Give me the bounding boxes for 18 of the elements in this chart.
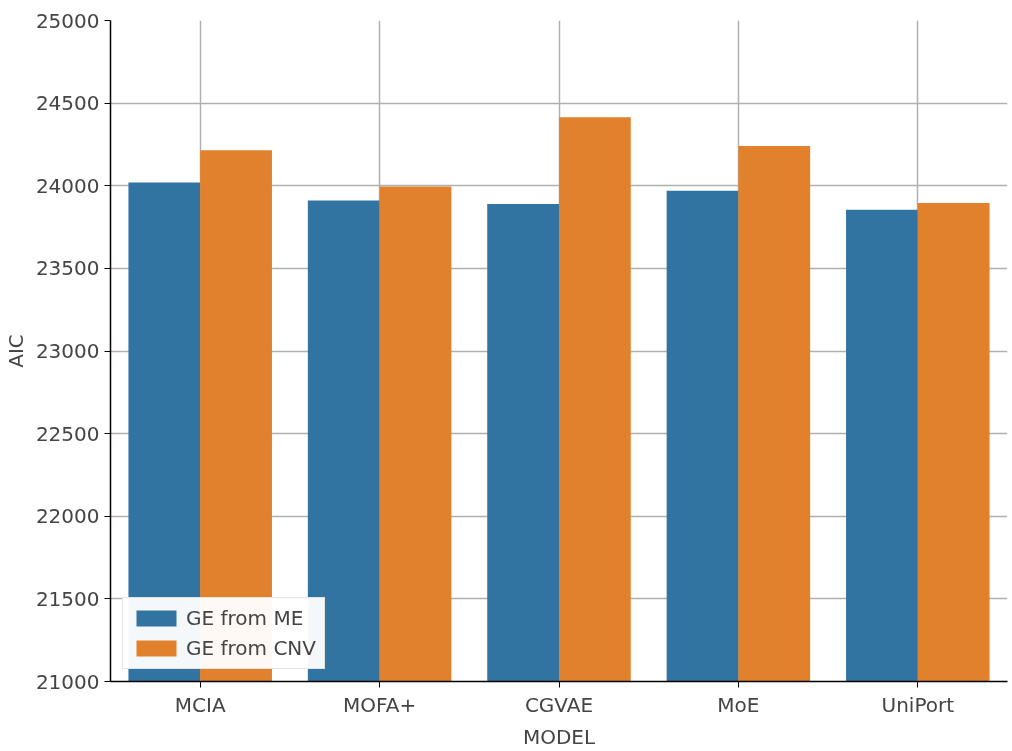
x-tick-label: UniPort: [881, 692, 955, 717]
x-tick-label: MOFA+: [343, 692, 417, 717]
y-tick-label: 24000: [35, 173, 100, 198]
y-tick-label: 22000: [35, 504, 100, 529]
y-tick-label: 25000: [35, 8, 100, 33]
x-axis-title: MODEL: [522, 724, 596, 749]
x-tick-label: CGVAE: [524, 692, 594, 717]
legend-label: GE from ME: [186, 606, 304, 630]
y-tick-label: 24500: [35, 91, 100, 116]
x-tick-label: MoE: [717, 692, 760, 717]
x-tick-label: MCIA: [174, 692, 226, 717]
y-tick-label: 23000: [35, 339, 100, 363]
y-tick-label: 23500: [35, 256, 100, 281]
y-tick-label: 21000: [35, 669, 100, 694]
y-tick-label: 22500: [35, 421, 100, 446]
y-tick-label: 21500: [35, 586, 100, 611]
y-axis-title: AIC: [3, 334, 28, 368]
legend-label: GE from CNV: [186, 636, 316, 660]
